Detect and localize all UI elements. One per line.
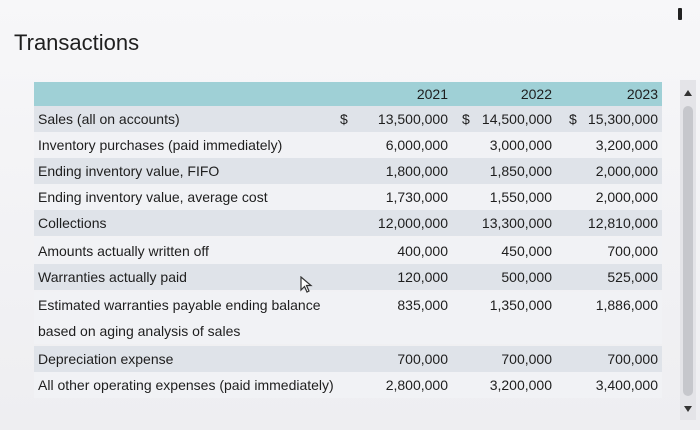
row-label: Sales (all on accounts) (38, 111, 180, 127)
value-2021: 1,800,000 (385, 163, 448, 179)
value-2023: 3,200,000 (595, 137, 658, 153)
value-2021: 13,500,000 (377, 111, 448, 127)
value-2023: 15,300,000 (587, 111, 658, 127)
value-2023: 1,886,000 (595, 297, 658, 313)
table-row: Ending inventory value, FIFO 1,800,000 1… (34, 158, 662, 184)
currency-symbol: $ (340, 111, 348, 127)
scroll-down-icon[interactable] (684, 406, 692, 412)
row-label: Warranties actually paid (38, 269, 187, 285)
value-2021: 12,000,000 (377, 215, 448, 231)
value-2021: 6,000,000 (385, 137, 448, 153)
value-2022: 1,550,000 (489, 189, 552, 205)
row-label: Amounts actually written off (38, 243, 209, 259)
value-2023: 2,000,000 (595, 163, 658, 179)
row-label: based on aging analysis of sales (38, 323, 241, 339)
mouse-cursor-icon (300, 275, 314, 299)
row-label: All other operating expenses (paid immed… (38, 377, 334, 393)
table-header: 2021 2022 2023 (34, 82, 662, 106)
table-row: based on aging analysis of sales (34, 318, 662, 344)
row-label: Ending inventory value, FIFO (38, 163, 220, 179)
table-row: Ending inventory value, average cost 1,7… (34, 184, 662, 210)
table-row: Sales (all on accounts) $ 13,500,000 $ 1… (34, 106, 662, 132)
value-2021: 1,730,000 (385, 189, 448, 205)
column-header-2023: 2023 (626, 86, 658, 102)
value-2023: 2,000,000 (595, 189, 658, 205)
value-2021: 2,800,000 (385, 377, 448, 393)
table-row: Amounts actually written off 400,000 450… (34, 238, 662, 264)
value-2023: 12,810,000 (587, 215, 658, 231)
table-row: Warranties actually paid 120,000 500,000… (34, 264, 662, 290)
currency-symbol: $ (462, 111, 470, 127)
row-label: Inventory purchases (paid immediately) (38, 137, 283, 153)
table-row: Collections 12,000,000 13,300,000 12,810… (34, 210, 662, 236)
value-2022: 3,000,000 (489, 137, 552, 153)
row-label: Ending inventory value, average cost (38, 189, 268, 205)
vertical-scrollbar[interactable] (680, 80, 696, 420)
column-header-2021: 2021 (416, 86, 448, 102)
value-2021: 835,000 (397, 297, 448, 313)
minimize-icon[interactable] (678, 8, 682, 20)
row-label: Collections (38, 215, 107, 231)
row-label: Estimated warranties payable ending bala… (38, 297, 321, 313)
row-label: Depreciation expense (38, 351, 174, 367)
value-2022: 3,200,000 (489, 377, 552, 393)
value-2023: 525,000 (607, 269, 658, 285)
transactions-table: 2021 2022 2023 Sales (all on accounts) $… (34, 82, 662, 412)
value-2022: 700,000 (501, 351, 552, 367)
value-2022: 500,000 (501, 269, 552, 285)
value-2021: 120,000 (397, 269, 448, 285)
table-row: All other operating expenses (paid immed… (34, 372, 662, 398)
value-2021: 400,000 (397, 243, 448, 259)
table-row: Inventory purchases (paid immediately) 6… (34, 132, 662, 158)
value-2022: 1,350,000 (489, 297, 552, 313)
table-row: Estimated warranties payable ending bala… (34, 292, 662, 318)
table-row: Depreciation expense 700,000 700,000 700… (34, 346, 662, 372)
value-2021: 700,000 (397, 351, 448, 367)
scrollbar-thumb[interactable] (683, 106, 693, 396)
scroll-up-icon[interactable] (684, 90, 692, 96)
value-2023: 3,400,000 (595, 377, 658, 393)
value-2022: 1,850,000 (489, 163, 552, 179)
page-title: Transactions (14, 30, 140, 55)
value-2022: 450,000 (501, 243, 552, 259)
value-2022: 13,300,000 (481, 215, 552, 231)
value-2022: 14,500,000 (481, 111, 552, 127)
value-2023: 700,000 (607, 243, 658, 259)
currency-symbol: $ (569, 111, 577, 127)
value-2023: 700,000 (607, 351, 658, 367)
column-header-2022: 2022 (520, 86, 552, 102)
